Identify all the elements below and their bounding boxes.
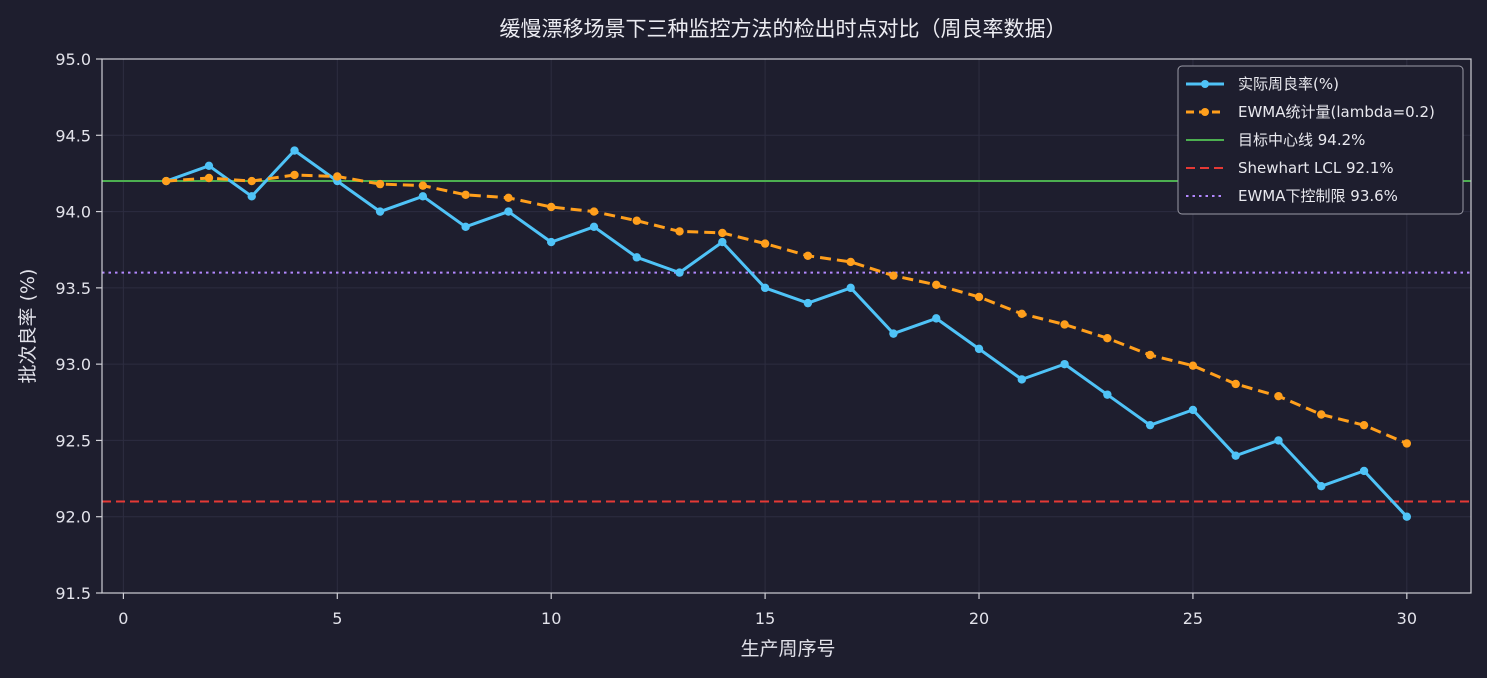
legend-label-2: 目标中心线 94.2% — [1238, 131, 1365, 149]
data-point-series-0 — [1231, 451, 1240, 460]
data-point-series-0 — [247, 192, 256, 201]
data-point-series-0 — [504, 207, 513, 216]
data-point-series-1 — [418, 181, 428, 190]
y-tick-label: 95.0 — [55, 50, 91, 69]
data-point-series-0 — [846, 283, 855, 293]
data-point-series-1 — [974, 292, 984, 302]
data-point-series-0 — [547, 237, 556, 247]
data-point-series-0 — [803, 298, 813, 308]
data-point-series-1 — [1060, 320, 1069, 329]
data-point-series-1 — [675, 227, 684, 236]
data-point-series-1 — [461, 190, 470, 199]
data-point-series-1 — [632, 216, 641, 225]
data-point-series-1 — [1359, 420, 1369, 430]
data-point-series-0 — [1359, 466, 1369, 476]
data-point-series-0 — [760, 283, 770, 293]
data-point-series-1 — [1402, 439, 1412, 448]
data-point-series-1 — [718, 228, 727, 238]
y-tick-label: 92.5 — [55, 431, 91, 450]
axes-frame — [101, 58, 1472, 594]
y-tick-label: 91.5 — [55, 584, 91, 603]
data-point-series-0 — [1145, 420, 1155, 430]
data-point-series-1 — [504, 193, 513, 203]
x-tick-label: 10 — [541, 609, 561, 628]
data-point-series-1 — [161, 176, 171, 186]
y-tick-label: 93.5 — [55, 279, 91, 298]
legend-marker-1 — [1201, 108, 1209, 116]
data-point-series-0 — [718, 237, 727, 247]
data-point-series-1 — [889, 271, 898, 280]
legend-label-1: EWMA统计量(lambda=0.2) — [1238, 103, 1435, 121]
x-tick-label: 15 — [755, 609, 775, 628]
data-point-series-0 — [889, 329, 898, 338]
x-axis-label: 生产周序号 — [740, 638, 835, 660]
x-tick-label: 20 — [969, 609, 989, 628]
y-tick-label: 93.0 — [55, 355, 91, 374]
data-point-series-1 — [803, 251, 813, 261]
data-point-series-1 — [1317, 410, 1326, 419]
data-point-series-0 — [589, 222, 599, 232]
data-point-series-0 — [375, 207, 385, 216]
data-point-series-0 — [1317, 482, 1326, 491]
legend-label-0: 实际周良率(%) — [1238, 75, 1339, 93]
data-point-series-1 — [589, 207, 599, 216]
data-point-series-0 — [1274, 436, 1283, 445]
data-point-series-0 — [290, 146, 299, 155]
x-tick-label: 25 — [1183, 609, 1203, 628]
data-point-series-0 — [675, 268, 684, 277]
data-point-series-0 — [1060, 359, 1069, 369]
data-point-series-1 — [547, 202, 556, 212]
data-point-series-1 — [1103, 334, 1112, 343]
data-point-series-0 — [632, 253, 641, 262]
data-point-series-1 — [375, 179, 385, 189]
x-tick-label: 5 — [332, 609, 342, 628]
data-point-series-1 — [1231, 379, 1240, 389]
chart-title: 缓慢漂移场景下三种监控方法的检出时点对比（周良率数据） — [500, 17, 1067, 41]
data-point-series-0 — [418, 192, 428, 201]
data-point-series-1 — [846, 257, 855, 267]
legend-box — [1177, 65, 1464, 215]
data-point-series-0 — [1402, 512, 1412, 521]
data-point-series-0 — [932, 314, 941, 323]
series-line-0 — [165, 149, 1408, 518]
data-point-series-1 — [247, 176, 256, 186]
y-tick-label: 94.5 — [55, 126, 91, 145]
data-point-series-1 — [333, 172, 342, 181]
y-tick-label: 94.0 — [55, 203, 91, 222]
data-point-series-0 — [461, 222, 470, 232]
y-axis-label: 批次良率 (%) — [17, 269, 39, 384]
data-point-series-1 — [1274, 391, 1283, 401]
data-point-series-1 — [290, 170, 299, 180]
data-point-series-0 — [1188, 405, 1198, 415]
x-tick-label: 30 — [1397, 609, 1417, 628]
data-point-series-0 — [204, 161, 214, 170]
y-tick-label: 92.0 — [55, 508, 91, 527]
legend-label-4: EWMA下控制限 93.6% — [1238, 187, 1398, 205]
series-line-1 — [166, 173, 1408, 445]
data-point-series-1 — [1017, 309, 1026, 318]
data-point-series-1 — [1145, 350, 1155, 360]
legend-label-3: Shewhart LCL 92.1% — [1238, 159, 1394, 177]
data-point-series-0 — [974, 344, 984, 354]
legend-marker-0 — [1201, 80, 1209, 88]
legend: 实际周良率(%) EWMA统计量(lambda=0.2) 目标中心线 94.2% Sh… — [1177, 65, 1464, 215]
data-point-series-0 — [1103, 390, 1112, 399]
data-point-series-1 — [1188, 361, 1198, 370]
data-point-series-0 — [1017, 375, 1026, 384]
x-tick-label: 0 — [118, 609, 128, 628]
data-point-series-1 — [932, 280, 941, 290]
data-point-series-1 — [760, 239, 770, 248]
data-point-series-1 — [204, 173, 214, 183]
